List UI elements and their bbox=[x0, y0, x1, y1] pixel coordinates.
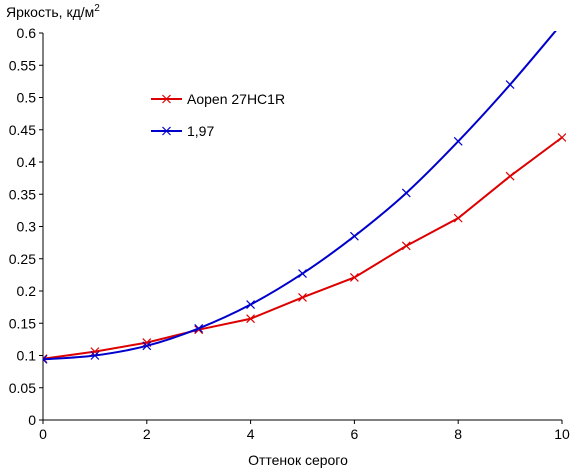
series-line bbox=[43, 136, 563, 360]
y-tick-label: 0.5 bbox=[17, 90, 37, 106]
data-point-marker bbox=[557, 133, 566, 142]
data-point-marker bbox=[401, 241, 411, 251]
y-tick-label: 0.35 bbox=[9, 186, 36, 202]
series-1 bbox=[43, 19, 566, 364]
data-point-marker bbox=[453, 136, 463, 146]
data-point-marker bbox=[349, 231, 359, 241]
data-point-marker bbox=[349, 273, 359, 282]
legend-swatch-marker bbox=[162, 126, 171, 136]
legend-swatch-marker bbox=[162, 94, 171, 104]
y-axis-title-superscript: 2 bbox=[94, 3, 100, 14]
x-tick-label: 4 bbox=[247, 426, 255, 442]
y-tick-label: 0.45 bbox=[9, 122, 36, 138]
data-point-marker bbox=[298, 293, 307, 302]
x-tick-label: 0 bbox=[39, 426, 47, 442]
legend: Aopen 27HC1R 1,97 bbox=[151, 91, 285, 139]
data-point-marker bbox=[453, 213, 463, 223]
y-tick-label: 0.3 bbox=[17, 219, 37, 235]
x-ticks: 0 2 4 6 8 10 bbox=[39, 420, 570, 442]
legend-label: Aopen 27HC1R bbox=[187, 91, 285, 107]
y-tick-label: 0.15 bbox=[9, 315, 36, 331]
y-tick-label: 0.1 bbox=[17, 348, 37, 364]
data-point-marker bbox=[246, 314, 256, 324]
x-tick-label: 6 bbox=[351, 426, 359, 442]
data-point-marker bbox=[298, 269, 307, 279]
y-tick-label: 0.6 bbox=[17, 25, 37, 41]
data-point-marker bbox=[401, 188, 411, 198]
data-point-marker bbox=[558, 19, 566, 27]
y-tick-label: 0.4 bbox=[17, 154, 37, 170]
data-point-marker bbox=[142, 341, 152, 351]
x-tick-label: 8 bbox=[454, 426, 462, 442]
legend-label: 1,97 bbox=[187, 123, 214, 139]
series-layer bbox=[43, 19, 566, 364]
y-tick-label: 0.2 bbox=[17, 283, 37, 299]
x-tick-label: 2 bbox=[143, 426, 151, 442]
x-tick-label: 10 bbox=[554, 426, 570, 442]
data-point-marker bbox=[505, 80, 515, 90]
data-point-marker bbox=[90, 351, 100, 360]
y-axis-title-main: Яркость, кд/м bbox=[6, 4, 94, 20]
y-axis-title: Яркость, кд/м2 bbox=[6, 3, 100, 20]
x-axis-title: Оттенок серого bbox=[248, 452, 348, 468]
data-point-marker bbox=[194, 323, 204, 333]
series-line bbox=[43, 31, 557, 361]
data-point-marker bbox=[43, 354, 48, 364]
y-ticks: 0 0.05 0.1 0.15 0.2 0.25 0.3 0.35 0.4 0.45 0.5 0.55… bbox=[9, 25, 43, 428]
y-tick-label: 0.05 bbox=[9, 380, 36, 396]
series-0 bbox=[43, 133, 566, 364]
data-point-marker bbox=[246, 300, 256, 309]
y-tick-label: 0.55 bbox=[9, 57, 36, 73]
data-point-marker bbox=[505, 171, 515, 181]
y-tick-label: 0.25 bbox=[9, 251, 36, 267]
axes bbox=[42, 33, 562, 421]
y-tick-label: 0 bbox=[28, 412, 36, 428]
